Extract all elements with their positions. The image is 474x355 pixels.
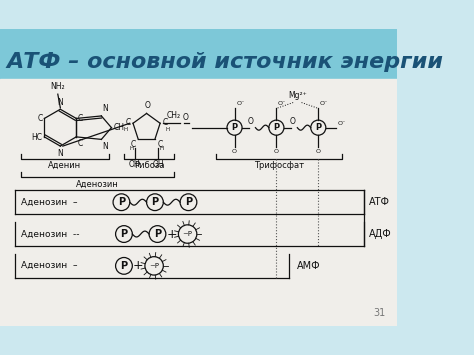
Text: C: C — [125, 118, 130, 127]
Text: O: O — [274, 149, 279, 154]
Text: АДФ: АДФ — [368, 229, 391, 239]
Text: C: C — [78, 138, 83, 148]
Text: P: P — [315, 123, 321, 132]
Text: P: P — [118, 197, 125, 207]
Text: CH₂: CH₂ — [166, 111, 181, 120]
Text: N: N — [57, 98, 63, 107]
Text: Аденозин: Аденозин — [76, 180, 118, 189]
Text: C: C — [78, 114, 83, 123]
Bar — [0, 79, 397, 326]
Text: O⁻: O⁻ — [320, 101, 328, 106]
Text: Аденозин  --: Аденозин -- — [21, 230, 80, 239]
Text: N: N — [57, 149, 63, 158]
Text: P: P — [273, 123, 280, 132]
Text: Аденин: Аденин — [48, 161, 82, 170]
Text: O: O — [289, 117, 295, 126]
Text: C: C — [130, 140, 136, 149]
Text: Рибоза: Рибоза — [134, 161, 164, 170]
Text: Трифосфат: Трифосфат — [254, 161, 304, 170]
Text: Mg²⁺: Mg²⁺ — [288, 91, 307, 100]
Text: ~P: ~P — [182, 231, 192, 237]
Text: N: N — [102, 142, 108, 151]
Text: 31: 31 — [373, 308, 385, 318]
Text: O⁻: O⁻ — [236, 101, 245, 106]
Text: P: P — [151, 197, 158, 207]
Text: O: O — [145, 101, 150, 110]
Text: O⁻: O⁻ — [278, 101, 286, 106]
Text: H: H — [129, 146, 133, 151]
Text: O: O — [232, 149, 237, 154]
Text: O: O — [247, 117, 254, 126]
Text: +: + — [166, 228, 177, 241]
Text: P: P — [120, 261, 128, 271]
Text: H: H — [165, 127, 169, 132]
Text: H: H — [160, 146, 164, 151]
Text: P: P — [231, 123, 237, 132]
Text: N: N — [102, 104, 108, 114]
Text: C: C — [157, 140, 163, 149]
Text: O: O — [182, 114, 188, 122]
Text: O: O — [316, 149, 321, 154]
Text: NH₂: NH₂ — [50, 82, 65, 91]
Text: OH: OH — [129, 160, 141, 169]
Bar — [0, 29, 397, 79]
Text: C: C — [37, 114, 43, 123]
Text: CH: CH — [114, 123, 125, 132]
Text: HC: HC — [32, 133, 43, 142]
Text: ~P: ~P — [149, 263, 159, 269]
Text: O⁻: O⁻ — [337, 121, 346, 126]
Text: P: P — [154, 229, 161, 239]
Text: OH: OH — [153, 160, 164, 169]
Text: P: P — [185, 197, 192, 207]
Text: H: H — [124, 127, 128, 132]
Text: АТФ: АТФ — [368, 197, 390, 207]
Text: Аденозин  –: Аденозин – — [21, 261, 77, 271]
Text: Аденозин  –: Аденозин – — [21, 198, 77, 207]
Text: АТФ – основной источник энергии: АТФ – основной источник энергии — [7, 52, 444, 72]
Text: АМФ: АМФ — [297, 261, 321, 271]
Text: P: P — [120, 229, 128, 239]
Text: C: C — [163, 118, 168, 127]
Text: +: + — [133, 260, 144, 272]
